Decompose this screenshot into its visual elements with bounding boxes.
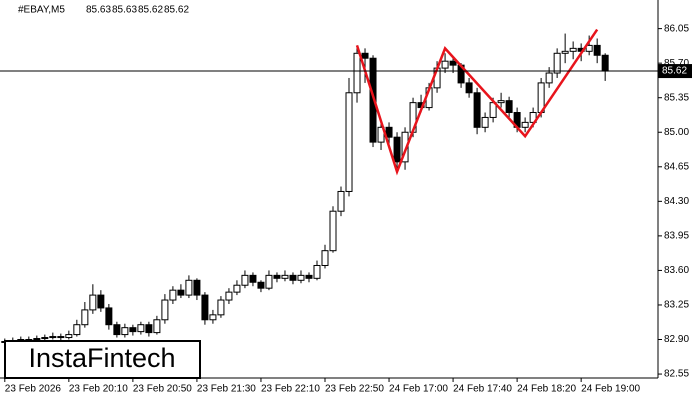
candle-body xyxy=(185,279,193,296)
x-tick-label: 23 Feb 21:30 xyxy=(197,384,256,395)
x-tick-label: 24 Feb 19:00 xyxy=(581,384,640,395)
candle-body xyxy=(177,289,185,296)
pattern-line xyxy=(355,28,599,176)
candle-body xyxy=(113,324,121,336)
candle-body xyxy=(105,307,113,326)
candle-body xyxy=(569,47,577,52)
candle-body xyxy=(169,289,177,301)
candle-body xyxy=(209,314,217,321)
y-tick-label: 85.70 xyxy=(664,58,689,69)
candle-body xyxy=(369,57,377,143)
candle-body xyxy=(401,131,409,163)
candle-body xyxy=(585,44,593,52)
x-tick-label: 23 Feb 22:10 xyxy=(261,384,320,395)
header-value: 85.62 xyxy=(164,5,189,16)
candle-body xyxy=(505,100,513,114)
y-tick-label: 84.65 xyxy=(664,161,689,172)
candle-body xyxy=(161,299,169,321)
header-value: 85.62 xyxy=(138,5,163,16)
symbol: #EBAY,M5 xyxy=(18,5,65,16)
candle-body xyxy=(497,100,505,104)
candle-body xyxy=(241,274,249,286)
candle-body xyxy=(393,136,401,163)
header-value: 85.63 xyxy=(112,5,137,16)
watermark-box xyxy=(4,340,201,379)
candle-body xyxy=(289,274,297,281)
y-tick-label: 82.55 xyxy=(664,369,689,380)
plot-area: 82.55 82.90 83.25 83.60 83.95 84.30 84.65 85.00… xyxy=(0,0,692,395)
candle-body xyxy=(561,50,569,54)
y-tick-label: 85.00 xyxy=(664,127,689,138)
candle-body xyxy=(313,264,321,279)
candle-body xyxy=(217,299,225,316)
candle-body xyxy=(121,327,129,336)
candle-body xyxy=(337,190,345,212)
candle-body xyxy=(297,274,305,281)
current-price-label: 85.62 xyxy=(662,66,687,77)
candle-body xyxy=(57,336,65,339)
y-tick-label: 83.95 xyxy=(664,231,689,242)
candle-body xyxy=(321,250,329,266)
x-tick-label: 23 Feb 20:10 xyxy=(69,384,128,395)
candle-body xyxy=(145,324,153,334)
y-tick-label: 86.05 xyxy=(664,23,689,34)
candle-body xyxy=(593,44,601,56)
y-tick-label: 84.30 xyxy=(664,196,689,207)
x-tick-label: 23 Feb 2026 xyxy=(5,384,62,395)
candle-body xyxy=(465,82,473,94)
candle-body xyxy=(481,116,489,128)
candle-body xyxy=(33,338,41,341)
candle-body xyxy=(345,92,353,192)
header-value: 85.63 xyxy=(86,5,111,16)
x-tick-label: 23 Feb 20:50 xyxy=(133,384,192,395)
y-tick-label: 85.35 xyxy=(664,92,689,103)
watermark: InstaFintech xyxy=(28,343,175,373)
candle-body xyxy=(545,72,553,84)
x-tick-label: 23 Feb 22:50 xyxy=(325,384,384,395)
candle-body xyxy=(193,279,201,296)
candle-body xyxy=(281,274,289,279)
candle-body xyxy=(553,52,561,74)
y-tick-label: 83.25 xyxy=(664,300,689,311)
candle-body xyxy=(273,274,281,279)
candle-body xyxy=(329,210,337,252)
candle-body xyxy=(49,336,57,339)
candle-body xyxy=(73,324,81,336)
candle-body xyxy=(41,337,49,340)
candle-body xyxy=(97,294,105,309)
x-tick-label: 24 Feb 18:20 xyxy=(517,384,576,395)
candle-body xyxy=(137,324,145,333)
candle-body xyxy=(257,281,265,289)
x-tick-label: 24 Feb 17:40 xyxy=(453,384,512,395)
candle-body xyxy=(305,274,313,279)
x-tick-label: 24 Feb 17:00 xyxy=(389,384,448,395)
candle-body xyxy=(361,52,369,59)
y-tick-label: 82.90 xyxy=(664,334,689,345)
candle-body xyxy=(233,284,241,293)
candle-body xyxy=(265,274,273,289)
y-tick-label: 83.60 xyxy=(664,265,689,276)
candle-body xyxy=(225,291,233,301)
candle-body xyxy=(81,309,89,326)
candle-body xyxy=(441,60,449,69)
header-values: 85.63 85.63 85.62 85.62 xyxy=(86,5,189,16)
candle-body xyxy=(249,274,257,283)
candle-body xyxy=(353,52,361,94)
candle-body xyxy=(129,327,137,333)
candle-body xyxy=(385,126,393,138)
candle-body xyxy=(89,294,97,311)
candle-body xyxy=(473,92,481,128)
candle-body xyxy=(65,334,73,339)
candle-body xyxy=(601,54,609,72)
candle-body xyxy=(153,319,161,334)
candle-body xyxy=(201,294,209,321)
current-price-box xyxy=(658,64,692,79)
candle-body xyxy=(521,121,529,128)
candle-body xyxy=(449,60,457,66)
